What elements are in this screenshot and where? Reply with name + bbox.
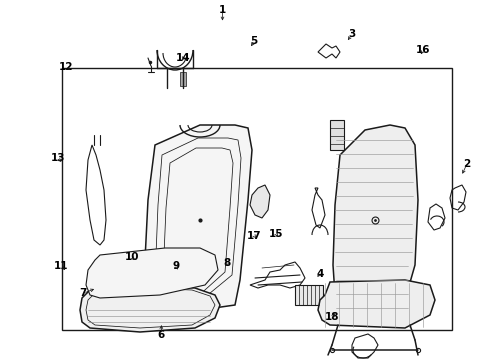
Bar: [329, 120, 343, 150]
Text: 3: 3: [348, 29, 355, 39]
Polygon shape: [86, 248, 218, 298]
Bar: [180, 72, 185, 86]
Text: 13: 13: [50, 153, 65, 163]
Text: 7: 7: [79, 288, 87, 298]
Text: 11: 11: [54, 261, 68, 271]
Polygon shape: [249, 185, 269, 218]
Text: 2: 2: [463, 159, 469, 169]
Text: 17: 17: [246, 231, 261, 241]
Polygon shape: [80, 285, 220, 332]
Text: 10: 10: [124, 252, 139, 262]
Text: 6: 6: [158, 330, 164, 340]
Text: 14: 14: [176, 53, 190, 63]
Polygon shape: [145, 125, 251, 315]
Polygon shape: [317, 280, 434, 328]
Text: 15: 15: [268, 229, 283, 239]
Text: 18: 18: [325, 312, 339, 322]
Text: 5: 5: [250, 36, 257, 46]
Text: 12: 12: [59, 62, 73, 72]
Text: 4: 4: [316, 269, 324, 279]
Bar: [294, 285, 323, 305]
Polygon shape: [332, 125, 417, 318]
Text: 8: 8: [224, 258, 230, 268]
Bar: [62, 68, 451, 330]
Text: 16: 16: [415, 45, 429, 55]
Text: 9: 9: [172, 261, 179, 271]
Text: 1: 1: [219, 5, 225, 15]
